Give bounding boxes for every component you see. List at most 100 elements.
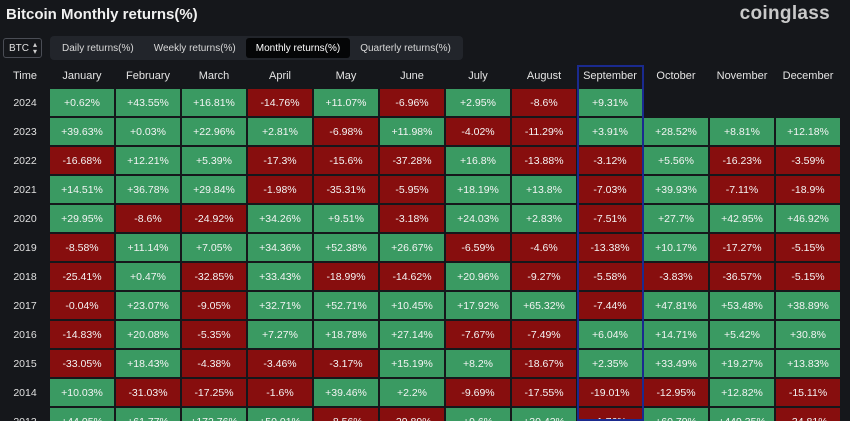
return-cell: +0.03% bbox=[116, 118, 180, 145]
monthly-returns-table: Time January February March April May June Jul… bbox=[0, 62, 842, 421]
return-cell: -8.58% bbox=[50, 234, 114, 261]
return-cell: -14.76% bbox=[248, 89, 312, 116]
return-cell: -9.69% bbox=[446, 379, 510, 406]
return-cell: +5.42% bbox=[710, 321, 774, 348]
return-cell: +27.14% bbox=[380, 321, 444, 348]
return-cell: +33.49% bbox=[644, 350, 708, 377]
return-cell: +0.62% bbox=[50, 89, 114, 116]
return-cell: -15.11% bbox=[776, 379, 840, 406]
return-cell: -4.02% bbox=[446, 118, 510, 145]
row-year: 2015 bbox=[13, 357, 37, 370]
table-row: 2015 -33.05% +18.43% -4.38% -3.46% -3.17% +15.… bbox=[2, 350, 840, 377]
return-cell: +20.96% bbox=[446, 263, 510, 290]
return-cell: +2.81% bbox=[248, 118, 312, 145]
return-cell: -8.6% bbox=[116, 205, 180, 232]
return-cell: -12.95% bbox=[644, 379, 708, 406]
table-row: 2021 +14.51% +36.78% +29.84% -1.98% -35.31% -5… bbox=[2, 176, 840, 203]
return-cell: -3.83% bbox=[644, 263, 708, 290]
table-row: 2017 -0.04% +23.07% -9.05% +32.71% +52.71% +10… bbox=[2, 292, 840, 319]
return-cell: -17.55% bbox=[512, 379, 576, 406]
return-cell: +43.55% bbox=[116, 89, 180, 116]
return-cell: +12.21% bbox=[116, 147, 180, 174]
return-cell: +9.51% bbox=[314, 205, 378, 232]
column-header-time: Time bbox=[12, 69, 38, 82]
return-cell: +18.43% bbox=[116, 350, 180, 377]
table-row: 2024 +0.62% +43.55% +16.81% -14.76% +11.07% -6… bbox=[2, 89, 840, 116]
return-cell: +65.32% bbox=[512, 292, 576, 319]
return-cell: -5.15% bbox=[776, 234, 840, 261]
return-cell: +9.31% bbox=[578, 89, 642, 116]
return-cell: +50.01% bbox=[248, 408, 312, 421]
return-cell: +39.93% bbox=[644, 176, 708, 203]
return-cell: +28.52% bbox=[644, 118, 708, 145]
return-cell: +34.26% bbox=[248, 205, 312, 232]
tab-quarterly-returns[interactable]: Quarterly returns(%) bbox=[360, 42, 451, 54]
row-year: 2018 bbox=[13, 270, 37, 283]
return-cell: -18.99% bbox=[314, 263, 378, 290]
column-header-september: September bbox=[583, 69, 637, 82]
return-cell: -6.96% bbox=[380, 89, 444, 116]
return-cell: +449.35% bbox=[710, 408, 774, 421]
row-year: 2014 bbox=[13, 386, 37, 399]
tab-daily-returns[interactable]: Daily returns(%) bbox=[62, 42, 134, 54]
return-cell: -13.38% bbox=[578, 234, 642, 261]
return-cell: -25.41% bbox=[50, 263, 114, 290]
table-row: 2023 +39.63% +0.03% +22.96% +2.81% -6.98% +11.… bbox=[2, 118, 840, 145]
return-cell: -3.46% bbox=[248, 350, 312, 377]
return-cell: -29.89% bbox=[380, 408, 444, 421]
column-header-october: October bbox=[656, 69, 696, 82]
return-cell: +47.81% bbox=[644, 292, 708, 319]
return-cell: -36.57% bbox=[710, 263, 774, 290]
return-cell: -16.23% bbox=[710, 147, 774, 174]
return-cell: -1.98% bbox=[248, 176, 312, 203]
return-cell: +38.89% bbox=[776, 292, 840, 319]
return-cell: -1.76% bbox=[578, 408, 642, 421]
return-cell: +8.81% bbox=[710, 118, 774, 145]
return-cell bbox=[644, 89, 708, 116]
row-year: 2021 bbox=[13, 183, 37, 196]
return-cell: +172.76% bbox=[182, 408, 246, 421]
column-header-january: January bbox=[62, 69, 102, 82]
return-cell: -7.03% bbox=[578, 176, 642, 203]
table-row: 2016 -14.83% +20.08% -5.35% +7.27% +18.78% +27… bbox=[2, 321, 840, 348]
brand-logo[interactable]: coinglass bbox=[739, 3, 830, 24]
return-cell: +10.45% bbox=[380, 292, 444, 319]
return-cell: -3.12% bbox=[578, 147, 642, 174]
return-cell: -1.6% bbox=[248, 379, 312, 406]
tab-monthly-returns[interactable]: Monthly returns(%) bbox=[245, 38, 351, 58]
return-cell: -7.11% bbox=[710, 176, 774, 203]
return-cell: -14.83% bbox=[50, 321, 114, 348]
row-year: 2016 bbox=[13, 328, 37, 341]
return-cell: -5.58% bbox=[578, 263, 642, 290]
return-cell: -15.6% bbox=[314, 147, 378, 174]
return-cell: +39.63% bbox=[50, 118, 114, 145]
return-cell: +5.39% bbox=[182, 147, 246, 174]
return-cell: +18.19% bbox=[446, 176, 510, 203]
column-header-june: June bbox=[400, 69, 424, 82]
return-cell: -24.92% bbox=[182, 205, 246, 232]
return-cell: +30.42% bbox=[512, 408, 576, 421]
return-cell: +29.95% bbox=[50, 205, 114, 232]
return-cell: +7.27% bbox=[248, 321, 312, 348]
return-cell: +2.95% bbox=[446, 89, 510, 116]
return-cell: +20.08% bbox=[116, 321, 180, 348]
return-cell: -3.17% bbox=[314, 350, 378, 377]
return-cell: +14.71% bbox=[644, 321, 708, 348]
table-row: 2020 +29.95% -8.6% -24.92% +34.26% +9.51% -3.1… bbox=[2, 205, 840, 232]
return-cell: +2.83% bbox=[512, 205, 576, 232]
return-cell: +10.17% bbox=[644, 234, 708, 261]
return-cell: -7.49% bbox=[512, 321, 576, 348]
return-cell: +6.04% bbox=[578, 321, 642, 348]
column-header-july: July bbox=[468, 69, 488, 82]
return-cell: +34.36% bbox=[248, 234, 312, 261]
return-cell: +12.18% bbox=[776, 118, 840, 145]
return-cell: -7.44% bbox=[578, 292, 642, 319]
return-cell: -3.59% bbox=[776, 147, 840, 174]
coin-select[interactable]: BTC ▴ ▾ bbox=[3, 38, 42, 58]
return-cell: +42.95% bbox=[710, 205, 774, 232]
return-cell: +29.84% bbox=[182, 176, 246, 203]
return-cell: -17.27% bbox=[710, 234, 774, 261]
tab-weekly-returns[interactable]: Weekly returns(%) bbox=[153, 42, 236, 54]
return-cell: -4.6% bbox=[512, 234, 576, 261]
return-cell: +30.8% bbox=[776, 321, 840, 348]
